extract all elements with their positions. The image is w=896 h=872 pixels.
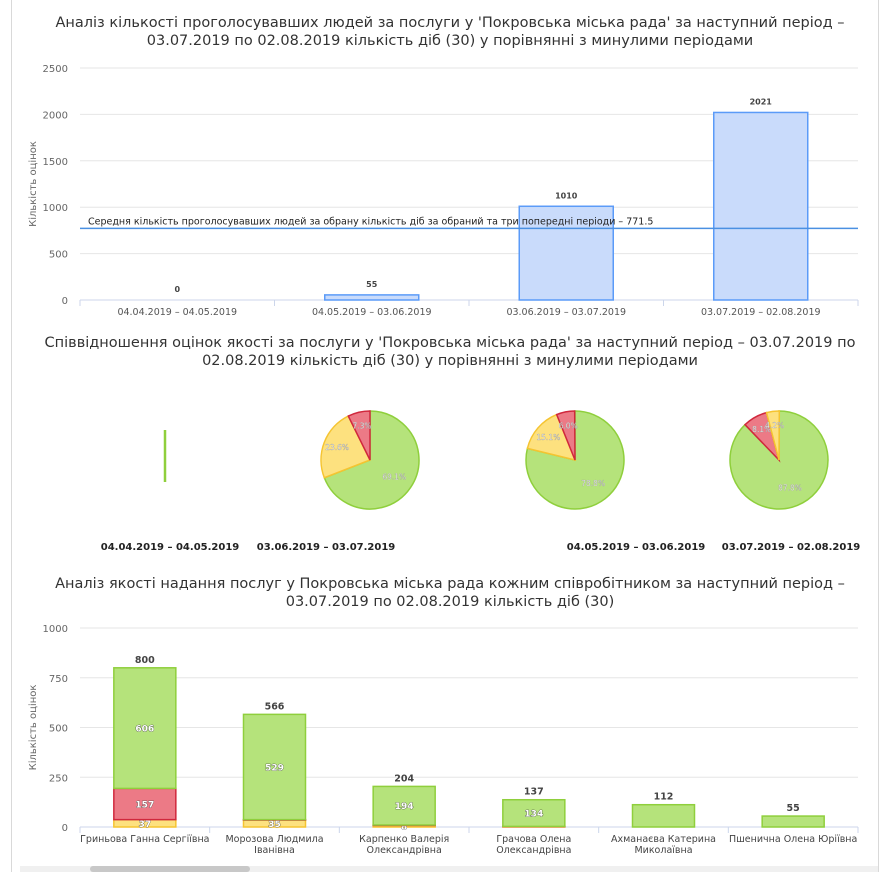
segment-data-label: 37 (139, 820, 152, 830)
y-tick-label: 2000 (43, 110, 68, 121)
pie-chart: 78.8% 15.1% 6.0% 04.05.2019 – 03.06.2019 (525, 410, 706, 553)
stacked-bar-segment (502, 798, 566, 828)
segment-data-label: 606 (135, 725, 154, 735)
ratio-pie-charts: 04.04.2019 – 04.05.2019 69.1% 23.6% 7.3% 03.… (101, 410, 861, 553)
pie-slice-label: 78.8% (581, 479, 605, 488)
y-tick-label: 500 (49, 250, 68, 261)
pie-slice (765, 410, 781, 461)
y-tick-label: 2500 (43, 64, 68, 75)
y-tick-label: 1000 (43, 624, 68, 635)
pie-chart: 87.8% 8.1%4.2% 03.07.2019 – 02.08.2019 (722, 410, 861, 553)
bar (324, 294, 420, 301)
horizontal-scrollbar[interactable] (20, 866, 878, 872)
average-line-label: Середня кількість проголосувавших людей … (88, 216, 653, 227)
pie-slice-label: 7.3% (352, 422, 371, 431)
pie-label: 03.07.2019 – 02.08.2019 (722, 542, 861, 553)
x-tick-label: 04.04.2019 – 04.05.2019 (117, 307, 237, 318)
frame-left-border (11, 0, 12, 872)
staff-stacked-bar-chart: 0 250 500 750 1000 Кількість оцінок 37 157 606 80… (27, 624, 859, 856)
x-tick-label: Ахманаєва Катерина (611, 834, 716, 845)
stacked-bar-segment (242, 713, 307, 821)
stacked-bar-segment (113, 667, 177, 790)
staff-chart-title: Аналіз якості надання послуг у Покровськ… (30, 575, 870, 611)
x-tick-label: 03.06.2019 – 03.07.2019 (506, 307, 626, 318)
bar (518, 205, 614, 301)
staff-title-line2: 03.07.2019 по 02.08.2019 кількість діб (… (285, 594, 615, 610)
bar-total-label: 800 (135, 655, 155, 666)
bar-data-label: 55 (366, 280, 378, 289)
segment-data-label: 529 (265, 764, 284, 774)
x-tick-label: 04.05.2019 – 03.06.2019 (312, 307, 432, 318)
segment-data-label: 8 (401, 823, 407, 833)
bar-total-label: 55 (787, 803, 800, 814)
y-tick-label: 500 (49, 724, 68, 735)
votes-chart-title: Аналіз кількості проголосувавших людей з… (30, 14, 870, 50)
segment-data-label: 134 (524, 810, 543, 820)
x-tick-label: Карпенко Валерія (359, 834, 449, 845)
pie-slice-label: 15.1% (536, 433, 560, 442)
pie-chart: 69.1% 23.6% 7.3% 03.06.2019 – 03.07.2019 (257, 410, 420, 553)
x-tick-label: Олександрівна (496, 845, 571, 856)
pie-slice-label: 4.2% (765, 421, 784, 430)
pie-label: 04.04.2019 – 04.05.2019 (101, 542, 240, 553)
x-tick-label: Миколаївна (634, 845, 692, 856)
pie-label: 04.05.2019 – 03.06.2019 (567, 542, 706, 553)
y-tick-label: 0 (62, 296, 68, 307)
segment-data-label: 35 (268, 820, 281, 830)
ratio-title-line1: Співвідношення оцінок якості за послуги … (44, 335, 856, 351)
stacked-bar-segment (631, 803, 696, 828)
pie-slice-label: 6.0% (559, 421, 578, 430)
pie-slice (555, 410, 576, 461)
pie-slice-label: 23.6% (325, 443, 349, 452)
bar (713, 111, 809, 301)
frame-right-border (878, 0, 879, 872)
segment-data-label: 157 (135, 801, 154, 811)
x-tick-label: Іванівна (254, 845, 295, 856)
pie-slice (320, 415, 372, 479)
x-tick-label: 03.07.2019 – 02.08.2019 (701, 307, 821, 318)
staff-title-line1: Аналіз якості надання послуг у Покровськ… (55, 576, 845, 592)
bar-total-label: 566 (265, 701, 285, 712)
y-tick-label: 0 (62, 823, 68, 834)
bar-total-label: 112 (654, 792, 674, 803)
pie-slice-label: 69.1% (382, 473, 406, 482)
x-tick-label: Гриньова Ганна Сергіївна (80, 834, 209, 845)
y-axis-label: Кількість оцінок (27, 141, 39, 227)
bar-total-label: 204 (394, 773, 414, 784)
pie-slice (347, 410, 371, 461)
x-tick-label: Пшенична Олена Юріївна (729, 834, 857, 845)
pie-slice (525, 410, 625, 510)
stacked-bar-segment (113, 787, 177, 821)
segment-data-label: 194 (395, 802, 414, 812)
ratio-chart-title: Співвідношення оцінок якості за послуги … (30, 334, 870, 370)
pie-slice-label: 8.1% (752, 425, 771, 434)
y-tick-label: 250 (49, 773, 68, 784)
y-tick-label: 1500 (43, 157, 68, 168)
x-tick-label: Морозова Людмила (225, 834, 323, 845)
y-tick-label: 1000 (43, 203, 68, 214)
ratio-title-line2: 02.08.2019 кількість діб (30) у порівнян… (202, 353, 698, 369)
stacked-bar-segment (372, 785, 436, 826)
pie-chart: 04.04.2019 – 04.05.2019 (101, 430, 240, 553)
bar-data-label: 1010 (555, 191, 578, 200)
pie-slice-label: 87.8% (778, 483, 802, 492)
votes-title-line1: Аналіз кількості проголосувавших людей з… (55, 15, 845, 31)
bar-data-label: 2021 (750, 97, 773, 106)
votes-bar-chart: 0 500 1000 1500 2000 2500 Кількість оцінок 0 04.… (27, 64, 859, 318)
pie-slice (323, 410, 420, 510)
x-tick-label: Грачова Олена (496, 834, 571, 845)
stacked-bar-segment (761, 815, 825, 828)
bar-total-label: 137 (524, 787, 544, 798)
bar-data-label: 0 (174, 285, 180, 294)
y-tick-label: 750 (49, 674, 68, 685)
x-tick-label: Олександрівна (367, 845, 442, 856)
votes-title-line2: 03.07.2019 по 02.08.2019 кількість діб (… (146, 33, 754, 49)
pie-label: 03.06.2019 – 03.07.2019 (257, 542, 396, 553)
y-axis-label: Кількість оцінок (27, 685, 39, 771)
scrollbar-thumb[interactable] (90, 866, 250, 872)
